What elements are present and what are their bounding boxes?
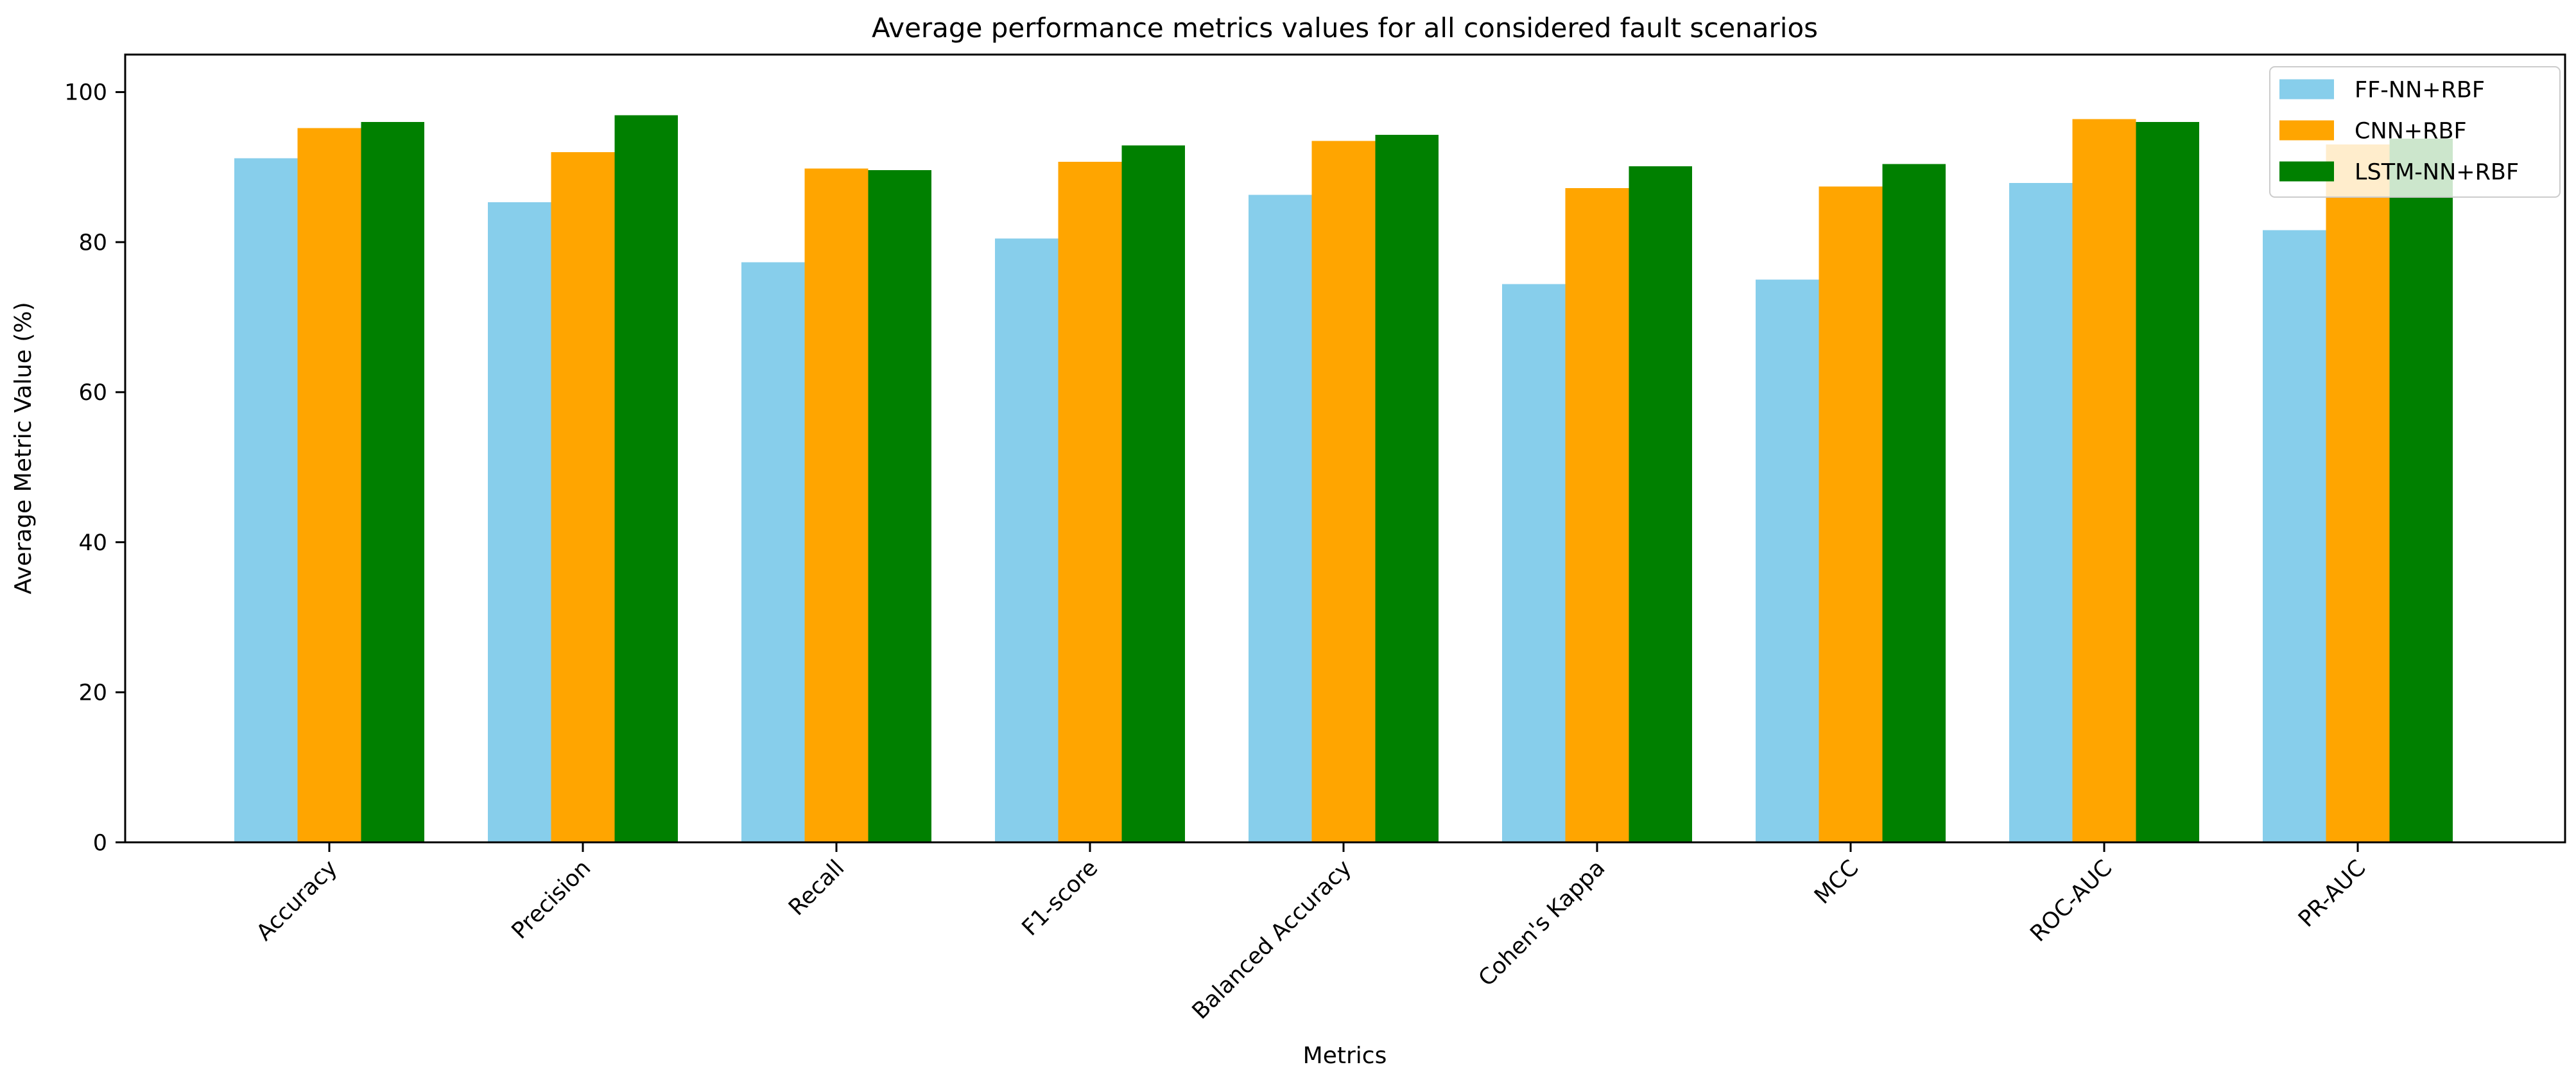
legend-label-ff-nn-rbf: FF-NN+RBF	[2355, 77, 2485, 103]
bar-mcc-ff-nn-rbf	[1755, 279, 1819, 843]
bar-balanced-accuracy-ff-nn-rbf	[1248, 195, 1312, 842]
legend: FF-NN+RBF CNN+RBF LSTM-NN+RBF	[2269, 66, 2561, 198]
y-tick-label-60: 60	[78, 380, 107, 406]
y-tick-label-40: 40	[78, 530, 107, 556]
bar-mcc-lstm-nn-rbf	[1882, 164, 1946, 843]
bar-precision-ff-nn-rbf	[487, 202, 551, 842]
bar-recall-lstm-nn-rbf	[868, 170, 932, 842]
legend-swatch-lstm-nn-rbf	[2279, 161, 2334, 182]
x-tick-label-recall: Recall	[784, 855, 849, 921]
legend-swatch-ff-nn-rbf	[2279, 79, 2334, 100]
x-tick-label-accuracy: Accuracy	[252, 855, 342, 946]
legend-box	[2269, 66, 2561, 198]
y-axis-label: Average Metric Value (%)	[10, 302, 37, 594]
bars-layer	[234, 115, 2453, 843]
bar-accuracy-lstm-nn-rbf	[361, 122, 425, 843]
y-tick-label-100: 100	[64, 80, 107, 106]
bar-roc-auc-ff-nn-rbf	[2009, 182, 2073, 842]
bar-accuracy-ff-nn-rbf	[234, 158, 298, 842]
x-tick-label-cohen-s-kappa: Cohen's Kappa	[1474, 855, 1610, 991]
bar-cohen-s-kappa-ff-nn-rbf	[1501, 284, 1566, 843]
bar-cohen-s-kappa-cnn-rbf	[1565, 188, 1629, 842]
x-tick-label-f1-score: F1-score	[1017, 855, 1103, 941]
bar-roc-auc-lstm-nn-rbf	[2136, 122, 2200, 843]
x-axis-label: Metrics	[1303, 1043, 1387, 1069]
bar-pr-auc-ff-nn-rbf	[2262, 230, 2326, 842]
bar-f1-score-cnn-rbf	[1058, 162, 1122, 843]
bar-roc-auc-cnn-rbf	[2072, 119, 2136, 842]
legend-label-lstm-nn-rbf: LSTM-NN+RBF	[2355, 159, 2519, 185]
y-tick-label-20: 20	[78, 681, 107, 706]
bar-accuracy-cnn-rbf	[297, 128, 361, 842]
bar-f1-score-lstm-nn-rbf	[1121, 145, 1186, 842]
bar-balanced-accuracy-cnn-rbf	[1311, 141, 1376, 842]
x-tick-label-balanced-accuracy: Balanced Accuracy	[1188, 855, 1357, 1025]
legend-label-cnn-rbf: CNN+RBF	[2355, 118, 2467, 144]
bar-mcc-cnn-rbf	[1819, 186, 1883, 842]
bar-pr-auc-cnn-rbf	[2326, 144, 2390, 843]
x-tick-label-mcc: MCC	[1810, 855, 1863, 909]
legend-swatch-cnn-rbf	[2279, 120, 2334, 141]
y-tick-label-0: 0	[93, 830, 107, 856]
bar-balanced-accuracy-lstm-nn-rbf	[1375, 135, 1439, 842]
x-tick-label-roc-auc: ROC-AUC	[2025, 855, 2117, 947]
bar-cohen-s-kappa-lstm-nn-rbf	[1629, 166, 1693, 843]
bar-f1-score-ff-nn-rbf	[994, 238, 1059, 842]
bar-precision-cnn-rbf	[551, 152, 615, 842]
y-tick-label-80: 80	[78, 230, 107, 256]
axes-border	[124, 53, 2566, 844]
bar-pr-auc-lstm-nn-rbf	[2389, 138, 2453, 842]
bar-precision-lstm-nn-rbf	[614, 115, 679, 843]
bar-recall-cnn-rbf	[804, 168, 869, 843]
x-tick-label-pr-auc: PR-AUC	[2294, 855, 2371, 932]
bar-recall-ff-nn-rbf	[741, 262, 805, 842]
x-tick-label-precision: Precision	[507, 855, 596, 944]
chart-title: Average performance metrics values for a…	[872, 12, 1818, 44]
